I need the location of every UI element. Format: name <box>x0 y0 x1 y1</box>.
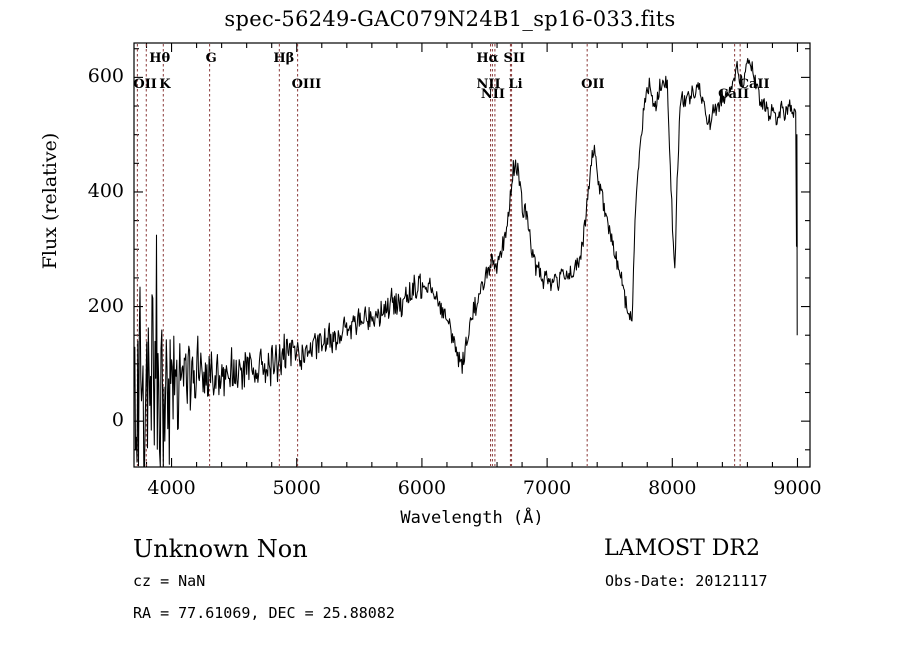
obs-date-text: Obs-Date: 20121117 <box>605 572 768 590</box>
y-tick-label: 600 <box>87 65 124 88</box>
page-title: spec-56249-GAC079N24B1_sp16-033.fits <box>224 7 676 31</box>
redshift-text: cz = NaN <box>133 572 206 590</box>
spectrum-trace <box>133 57 798 468</box>
x-tick-label: 7000 <box>522 477 572 499</box>
x-tick-label: 9000 <box>773 477 822 499</box>
spectral-line-label: SII <box>503 51 526 66</box>
x-axis-label: Wavelength (Å) <box>400 508 544 528</box>
y-tick-label: 400 <box>87 179 124 202</box>
object-class-text: Unknown Non <box>133 535 308 563</box>
spectral-line-label: OII <box>581 77 605 92</box>
survey-name-text: LAMOST DR2 <box>604 536 760 561</box>
spectral-line-label: K <box>159 77 171 92</box>
y-tick-label: 0 <box>111 409 124 432</box>
spectral-line-label: OIII <box>291 77 322 92</box>
spectral-line-label: G <box>205 51 217 66</box>
spectral-line-label: OII <box>133 77 157 92</box>
spectral-line-label: CaII <box>718 87 750 102</box>
coordinates-text: RA = 77.61069, DEC = 25.88082 <box>133 604 395 622</box>
spectral-line-label: NII <box>476 77 501 92</box>
x-tick-label: 8000 <box>648 477 697 499</box>
spectral-line-label: Li <box>508 77 523 92</box>
x-tick-label: 6000 <box>397 477 447 499</box>
spectral-line-label: NII <box>480 87 505 102</box>
spectral-line-label: Hθ <box>149 51 171 66</box>
spectral-line-label: Hβ <box>273 51 295 66</box>
spectral-line-label: CaII <box>738 77 770 92</box>
x-tick-label: 5000 <box>272 477 321 499</box>
plot-frame <box>133 42 811 468</box>
spectral-line-label: Hα <box>476 51 499 66</box>
y-axis-label: Flux (relative) <box>39 132 61 270</box>
x-tick-label: 4000 <box>147 477 196 499</box>
y-tick-label: 200 <box>87 294 124 317</box>
